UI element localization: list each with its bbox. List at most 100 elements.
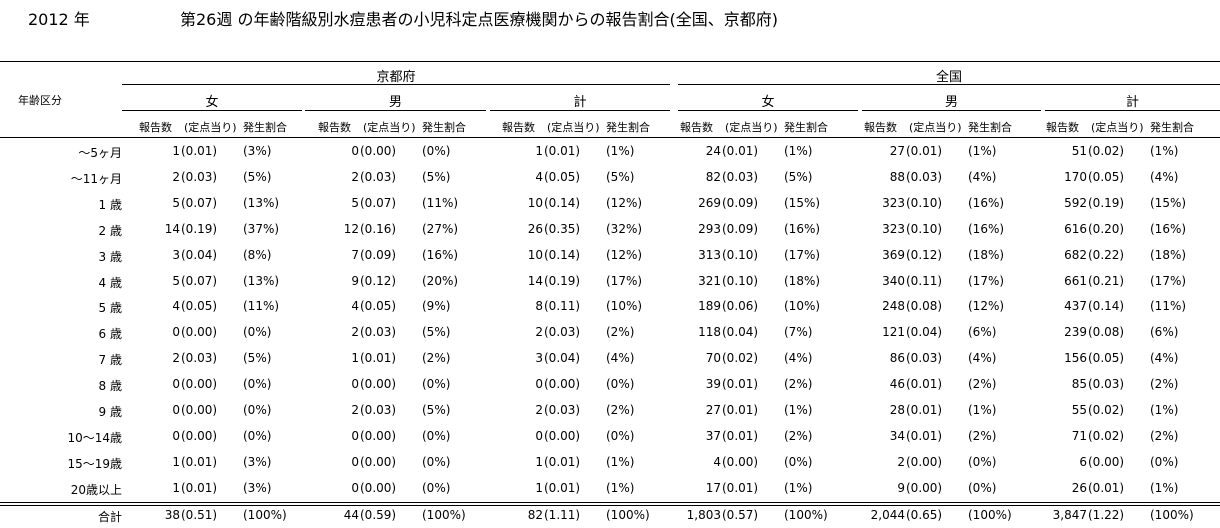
cell-pct-kyoto-total: (12%) [606,248,643,262]
cell-pct-national-male: (4%) [968,351,997,365]
cell-pct-kyoto-female: (8%) [243,248,272,262]
cell-rate-national-female: (0.03) [722,170,759,184]
cell-rate-kyoto-male: (0.59) [360,508,397,522]
cell-count-kyoto-female: 4 [172,299,180,313]
cell-count-kyoto-male: 0 [351,377,359,391]
cell-pct-kyoto-female: (3%) [243,481,272,495]
cell-pct-national-total: (2%) [1150,429,1179,443]
cell-rate-national-male: (0.00) [906,455,943,469]
cell-pct-national-total: (11%) [1150,299,1187,313]
cell-rate-national-male: (0.11) [906,274,943,288]
cell-pct-national-female: (18%) [784,274,821,288]
cell-count-national-male: 86 [889,351,905,365]
cell-pct-national-male: (18%) [968,248,1005,262]
cell-rate-national-male: (0.01) [906,144,943,158]
cell-pct-kyoto-total: (32%) [606,222,643,236]
cell-pct-kyoto-female: (13%) [243,274,280,288]
cell-rate-national-male: (0.01) [906,429,943,443]
row-label: 5 歳 [98,301,122,315]
col-header-rate-national-male: (定点当り) [909,121,962,134]
cell-rate-kyoto-total: (0.05) [544,170,581,184]
cell-rate-kyoto-female: (0.03) [181,351,218,365]
cell-count-national-female: 37 [705,429,721,443]
cell-rate-kyoto-female: (0.05) [181,299,218,313]
cell-pct-kyoto-total: (1%) [606,144,635,158]
cell-count-kyoto-female: 1 [172,481,180,495]
col-header-rate-national-total: (定点当り) [1091,121,1144,134]
cell-pct-kyoto-male: (16%) [422,248,459,262]
cell-count-kyoto-total: 26 [527,222,543,236]
cell-count-national-total: 51 [1071,144,1087,158]
cell-rate-kyoto-total: (0.04) [544,351,581,365]
cell-rate-national-female: (0.01) [722,144,759,158]
cell-count-kyoto-male: 2 [351,325,359,339]
cell-pct-national-total: (100%) [1150,508,1194,522]
cell-count-kyoto-male: 12 [343,222,359,236]
cell-rate-kyoto-female: (0.01) [181,144,218,158]
cell-pct-kyoto-female: (3%) [243,455,272,469]
cell-count-kyoto-female: 3 [172,248,180,262]
cell-count-kyoto-total: 2 [535,325,543,339]
cell-count-kyoto-total: 8 [535,299,543,313]
cell-rate-national-male: (0.10) [906,222,943,236]
cell-rate-national-female: (0.01) [722,377,759,391]
cell-pct-kyoto-male: (100%) [422,508,466,522]
col-header-pct-national-total: 発生割合 [1150,121,1194,134]
cell-rate-kyoto-male: (0.01) [360,351,397,365]
cell-rate-national-male: (0.04) [906,325,943,339]
col-header-rate-national-female: (定点当り) [725,121,778,134]
cell-pct-kyoto-female: (13%) [243,196,280,210]
cell-count-kyoto-total: 14 [527,274,543,288]
cell-pct-national-total: (4%) [1150,170,1179,184]
cell-rate-national-male: (0.12) [906,248,943,262]
row-label: 2 歳 [98,224,122,238]
cell-count-national-female: 1,803 [686,508,721,522]
cell-pct-kyoto-male: (5%) [422,325,451,339]
age-group-header: 年齢区分 [18,94,62,107]
cell-count-kyoto-female: 0 [172,429,180,443]
cell-rate-kyoto-total: (0.14) [544,196,581,210]
cell-count-national-male: 9 [897,481,905,495]
cell-pct-national-female: (4%) [784,351,813,365]
cell-count-national-total: 592 [1064,196,1087,210]
cell-count-kyoto-female: 2 [172,170,180,184]
cell-pct-kyoto-male: (0%) [422,481,451,495]
region-header-national: 全国 [935,70,962,85]
cell-count-national-total: 6 [1079,455,1087,469]
cell-count-national-female: 70 [705,351,721,365]
cell-pct-kyoto-male: (5%) [422,170,451,184]
cell-pct-kyoto-female: (0%) [243,377,272,391]
cell-pct-national-total: (1%) [1150,481,1179,495]
cell-rate-national-total: (0.02) [1088,403,1125,417]
cell-rate-kyoto-male: (0.12) [360,274,397,288]
cell-rate-kyoto-male: (0.03) [360,403,397,417]
cell-count-national-male: 323 [882,222,905,236]
cell-count-national-total: 661 [1064,274,1087,288]
cell-pct-national-male: (17%) [968,274,1005,288]
row-label: 6 歳 [98,327,122,341]
cell-count-national-female: 118 [698,325,721,339]
cell-pct-national-male: (16%) [968,196,1005,210]
cell-rate-national-female: (0.02) [722,351,759,365]
cell-count-national-female: 27 [705,403,721,417]
cell-pct-kyoto-male: (5%) [422,403,451,417]
cell-count-kyoto-female: 0 [172,377,180,391]
row-label: 10～14歳 [67,431,122,445]
cell-rate-kyoto-female: (0.00) [181,429,218,443]
cell-rate-national-female: (0.01) [722,429,759,443]
cell-rate-national-male: (0.08) [906,299,943,313]
cell-rate-kyoto-male: (0.00) [360,455,397,469]
cell-pct-national-total: (2%) [1150,377,1179,391]
cell-rate-national-male: (0.03) [906,351,943,365]
cell-pct-kyoto-total: (100%) [606,508,650,522]
group-underline-national-female [678,110,858,111]
cell-pct-kyoto-male: (0%) [422,377,451,391]
cell-pct-national-female: (16%) [784,222,821,236]
cell-pct-national-female: (100%) [784,508,828,522]
cell-count-kyoto-female: 5 [172,274,180,288]
cell-pct-kyoto-total: (1%) [606,455,635,469]
cell-rate-national-total: (0.02) [1088,429,1125,443]
col-header-rate-kyoto-male: (定点当り) [363,121,416,134]
group-underline-kyoto-female [122,110,302,111]
col-header-rate-kyoto-total: (定点当り) [547,121,600,134]
